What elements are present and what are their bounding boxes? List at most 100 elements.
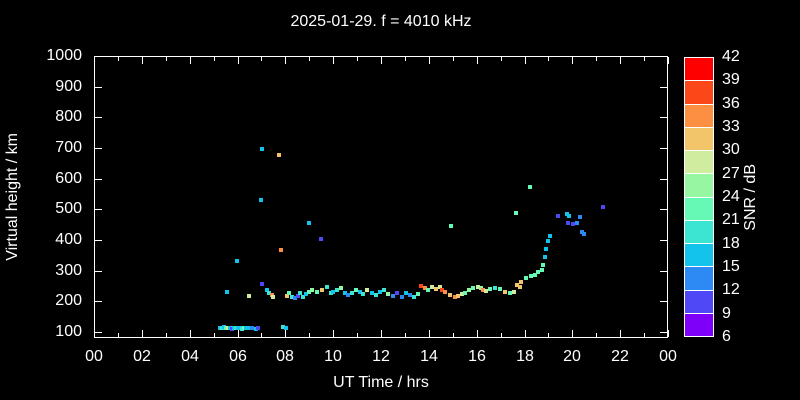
x-axis-tick — [261, 57, 262, 61]
x-axis-tick — [166, 333, 167, 337]
x-axis-tick — [214, 57, 215, 61]
data-point — [460, 292, 464, 296]
data-point — [315, 290, 319, 294]
data-point — [320, 288, 324, 292]
x-axis-tick — [477, 330, 478, 337]
data-point — [488, 287, 492, 291]
x-axis-tick-label: 06 — [229, 348, 247, 365]
data-point — [601, 205, 605, 209]
x-axis-tick-label: 12 — [372, 348, 390, 365]
x-axis-tick — [501, 333, 502, 337]
y-axis-tick — [660, 148, 667, 149]
data-point — [484, 289, 488, 293]
data-point — [301, 295, 305, 299]
y-axis-tick — [95, 148, 102, 149]
x-axis-tick — [668, 330, 669, 337]
data-point — [343, 291, 347, 295]
x-axis-tick — [238, 57, 239, 64]
x-axis-tick — [429, 57, 430, 64]
data-point — [354, 288, 358, 292]
data-point — [578, 215, 582, 219]
colorbar-segment — [685, 243, 713, 267]
data-point — [419, 284, 423, 288]
x-axis-tick — [572, 330, 573, 337]
x-axis-tick — [405, 57, 406, 61]
x-axis-tick — [94, 57, 95, 64]
colorbar-tick-label: 12 — [722, 281, 740, 299]
data-point — [290, 295, 294, 299]
x-axis-tick — [620, 330, 621, 337]
data-point — [508, 291, 512, 295]
x-axis-tick — [285, 57, 286, 64]
data-point — [481, 288, 485, 292]
data-point — [467, 288, 471, 292]
data-point — [225, 290, 229, 294]
x-axis-tick — [381, 57, 382, 64]
y-axis-tick — [660, 332, 667, 333]
data-point — [358, 290, 362, 294]
x-axis-tick-label: 08 — [276, 348, 294, 365]
x-axis-tick — [429, 330, 430, 337]
colorbar-tick-label: 27 — [722, 164, 740, 182]
snr-colorbar — [684, 57, 714, 337]
x-axis-tick — [596, 333, 597, 337]
data-point — [443, 290, 447, 294]
data-point — [514, 211, 518, 215]
data-point — [453, 295, 457, 299]
data-point — [400, 295, 404, 299]
x-axis-tick — [620, 57, 621, 64]
x-axis-tick-label: 22 — [611, 348, 629, 365]
data-point — [449, 224, 453, 228]
data-point — [404, 291, 408, 295]
data-point — [412, 295, 416, 299]
y-axis-tick-label: 800 — [55, 108, 82, 125]
data-point — [325, 285, 329, 289]
data-point — [430, 285, 434, 289]
x-axis-tick-label: 02 — [133, 348, 151, 365]
x-axis-tick-label: 16 — [468, 348, 486, 365]
x-axis-tick-label: 10 — [324, 348, 342, 365]
data-point — [247, 326, 251, 330]
x-axis-tick — [548, 333, 549, 337]
data-point — [235, 259, 239, 263]
y-axis-tick-label: 300 — [55, 262, 82, 279]
x-axis-tick — [190, 57, 191, 64]
data-point — [438, 285, 442, 289]
data-point — [456, 294, 460, 298]
x-axis-tick — [501, 57, 502, 61]
colorbar-tick-label: 30 — [722, 141, 740, 159]
plot-area — [94, 56, 668, 338]
x-axis-tick — [166, 57, 167, 61]
y-axis-tick — [660, 179, 667, 180]
data-point — [423, 286, 427, 290]
data-point — [528, 185, 532, 189]
data-point — [471, 286, 475, 290]
data-point — [277, 153, 281, 157]
y-axis-tick — [95, 209, 102, 210]
data-point — [259, 198, 263, 202]
colorbar-tick-label: 6 — [722, 328, 731, 345]
x-axis-tick — [525, 330, 526, 337]
data-point — [365, 288, 369, 292]
x-axis-tick — [190, 330, 191, 337]
y-axis-tick-label: 400 — [55, 231, 82, 248]
data-point — [512, 290, 516, 294]
data-point — [566, 221, 570, 225]
data-point — [296, 294, 300, 298]
data-point — [350, 291, 354, 295]
x-axis-tick — [572, 57, 573, 64]
y-axis-tick — [95, 179, 102, 180]
y-axis-tick — [95, 87, 102, 88]
x-axis-tick — [142, 330, 143, 337]
x-axis-tick — [477, 57, 478, 64]
data-point — [543, 255, 547, 259]
x-axis-tick — [309, 57, 310, 61]
data-point — [391, 294, 395, 298]
colorbar-segment — [685, 289, 713, 313]
data-point — [298, 291, 302, 295]
data-point — [382, 288, 386, 292]
y-axis-tick — [95, 332, 102, 333]
x-axis-tick — [214, 333, 215, 337]
data-point — [503, 290, 507, 294]
